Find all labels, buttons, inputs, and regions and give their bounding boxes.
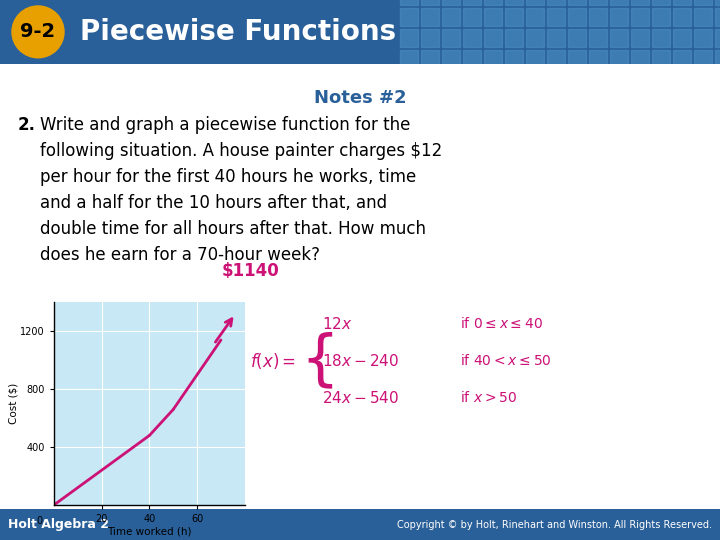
Bar — [694, 8, 712, 26]
Bar — [484, 0, 502, 5]
Bar — [715, 29, 720, 47]
Text: $18x - 240$: $18x - 240$ — [322, 353, 399, 369]
Bar — [652, 50, 670, 68]
Bar — [421, 50, 439, 68]
Text: double time for all hours after that. How much: double time for all hours after that. Ho… — [40, 220, 426, 238]
Text: Holt Algebra 2: Holt Algebra 2 — [8, 518, 109, 531]
Bar — [652, 29, 670, 47]
Bar — [568, 8, 586, 26]
Text: 0: 0 — [36, 516, 42, 526]
Bar — [442, 50, 460, 68]
Bar — [463, 8, 481, 26]
Bar — [526, 29, 544, 47]
Bar — [694, 0, 712, 5]
Text: Notes #2: Notes #2 — [314, 89, 406, 107]
Text: if $0 \leq x \leq 40$: if $0 \leq x \leq 40$ — [460, 316, 543, 331]
Bar — [694, 29, 712, 47]
Bar — [610, 29, 628, 47]
Bar — [631, 50, 649, 68]
Bar — [526, 8, 544, 26]
Bar — [673, 0, 691, 5]
Circle shape — [12, 6, 64, 58]
Text: following situation. A house painter charges $12: following situation. A house painter cha… — [40, 141, 442, 160]
Bar — [505, 29, 523, 47]
Bar — [610, 50, 628, 68]
Bar — [400, 0, 418, 5]
Text: and a half for the 10 hours after that, and: and a half for the 10 hours after that, … — [40, 194, 387, 212]
Bar — [631, 8, 649, 26]
Bar — [673, 8, 691, 26]
Bar — [694, 50, 712, 68]
Bar — [547, 29, 565, 47]
Text: if $40 < x \leq 50$: if $40 < x \leq 50$ — [460, 353, 552, 368]
Bar — [673, 29, 691, 47]
Text: 2.: 2. — [18, 116, 36, 134]
Text: $12x$: $12x$ — [322, 316, 353, 332]
Bar — [547, 8, 565, 26]
Bar — [400, 29, 418, 47]
Bar — [673, 50, 691, 68]
Bar — [463, 29, 481, 47]
Text: {: { — [300, 331, 339, 390]
Text: Piecewise Functions: Piecewise Functions — [80, 18, 396, 46]
Bar — [400, 8, 418, 26]
Bar — [400, 50, 418, 68]
Bar — [505, 0, 523, 5]
Bar — [442, 0, 460, 5]
Bar — [589, 29, 607, 47]
Bar — [421, 29, 439, 47]
Bar — [526, 50, 544, 68]
Bar — [463, 50, 481, 68]
Bar — [421, 0, 439, 5]
Bar — [631, 29, 649, 47]
Bar — [610, 8, 628, 26]
Bar — [505, 8, 523, 26]
Bar — [631, 0, 649, 5]
Text: per hour for the first 40 hours he works, time: per hour for the first 40 hours he works… — [40, 168, 416, 186]
Bar — [484, 29, 502, 47]
Text: $24x - 540$: $24x - 540$ — [322, 390, 399, 406]
Bar — [463, 0, 481, 5]
Text: $f(x) =$: $f(x) =$ — [250, 350, 296, 370]
Text: 9-2: 9-2 — [20, 22, 55, 42]
Bar — [484, 50, 502, 68]
Text: if $x > 50$: if $x > 50$ — [460, 390, 517, 405]
Bar — [652, 8, 670, 26]
Bar — [568, 50, 586, 68]
Text: does he earn for a 70-hour week?: does he earn for a 70-hour week? — [40, 246, 320, 264]
Bar — [589, 50, 607, 68]
Bar — [589, 8, 607, 26]
Bar — [505, 50, 523, 68]
X-axis label: Time worked (h): Time worked (h) — [107, 526, 192, 537]
Text: Write and graph a piecewise function for the: Write and graph a piecewise function for… — [40, 116, 410, 134]
Bar — [715, 0, 720, 5]
Bar — [421, 8, 439, 26]
Bar — [715, 8, 720, 26]
Bar — [484, 8, 502, 26]
Y-axis label: Cost ($): Cost ($) — [9, 383, 19, 424]
Bar — [610, 0, 628, 5]
Bar — [442, 29, 460, 47]
Bar — [652, 0, 670, 5]
Bar — [568, 0, 586, 5]
Bar — [547, 50, 565, 68]
Bar — [715, 50, 720, 68]
Bar — [442, 8, 460, 26]
Bar — [568, 29, 586, 47]
Text: $1140: $1140 — [222, 262, 280, 280]
Bar — [589, 0, 607, 5]
Bar — [547, 0, 565, 5]
Bar — [526, 0, 544, 5]
Text: Copyright © by Holt, Rinehart and Winston. All Rights Reserved.: Copyright © by Holt, Rinehart and Winsto… — [397, 520, 712, 530]
